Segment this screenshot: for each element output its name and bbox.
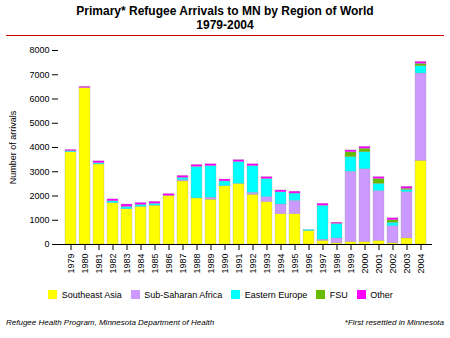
- svg-text:0: 0: [44, 239, 49, 249]
- svg-text:1997: 1997: [318, 254, 328, 274]
- svg-text:7000: 7000: [29, 70, 49, 80]
- html-text:*First resettled in Minnesota: *First resettled in Minnesota: [344, 317, 444, 327]
- svg-text:1000: 1000: [29, 215, 49, 225]
- svg-text:2002: 2002: [388, 254, 398, 274]
- svg-text:8000: 8000: [29, 45, 49, 55]
- svg-text:1980: 1980: [80, 254, 90, 274]
- svg-text:1985: 1985: [150, 254, 160, 274]
- svg-text:1991: 1991: [234, 254, 244, 274]
- svg-text:1995: 1995: [290, 254, 300, 274]
- svg-text:Number of arrivals: Number of arrivals: [8, 110, 18, 184]
- svg-text:1996: 1996: [304, 254, 314, 274]
- svg-text:2004: 2004: [416, 254, 426, 274]
- svg-text:1984: 1984: [136, 254, 146, 274]
- html-text:Primary* Refugee Arrivals to M: Primary* Refugee Arrivals to MN by Regio…: [76, 4, 374, 32]
- svg-text:1998: 1998: [332, 254, 342, 274]
- svg-text:2000: 2000: [29, 191, 49, 201]
- svg-text:2001: 2001: [374, 254, 384, 274]
- svg-text:1988: 1988: [192, 254, 202, 274]
- svg-text:1983: 1983: [122, 254, 132, 274]
- svg-text:1999: 1999: [346, 254, 356, 274]
- svg-text:3000: 3000: [29, 167, 49, 177]
- svg-text:1987: 1987: [178, 254, 188, 274]
- html-text:Refugee Health Program, Minnes: Refugee Health Program, Minnesota Depart…: [6, 317, 215, 327]
- html-text:Southeast Asia: Southeast Asia: [61, 289, 122, 300]
- svg-text:6000: 6000: [29, 94, 49, 104]
- html-text:FSU: FSU: [329, 289, 348, 300]
- html-text:Eastern Europe: Eastern Europe: [244, 289, 308, 300]
- svg-text:2000: 2000: [360, 254, 370, 274]
- svg-text:1993: 1993: [262, 254, 272, 274]
- svg-text:1981: 1981: [94, 254, 104, 274]
- svg-text:1989: 1989: [206, 254, 216, 274]
- svg-text:1982: 1982: [108, 254, 118, 274]
- svg-text:1979: 1979: [66, 254, 76, 274]
- svg-text:1992: 1992: [248, 254, 258, 274]
- svg-text:1986: 1986: [164, 254, 174, 274]
- html-text:Other: Other: [370, 289, 393, 300]
- html-text:Sub-Saharan Africa: Sub-Saharan Africa: [144, 289, 223, 300]
- svg-text:5000: 5000: [29, 118, 49, 128]
- svg-text:2003: 2003: [402, 254, 412, 274]
- svg-text:1994: 1994: [276, 254, 286, 274]
- svg-text:4000: 4000: [29, 142, 49, 152]
- svg-text:1990: 1990: [220, 254, 230, 274]
